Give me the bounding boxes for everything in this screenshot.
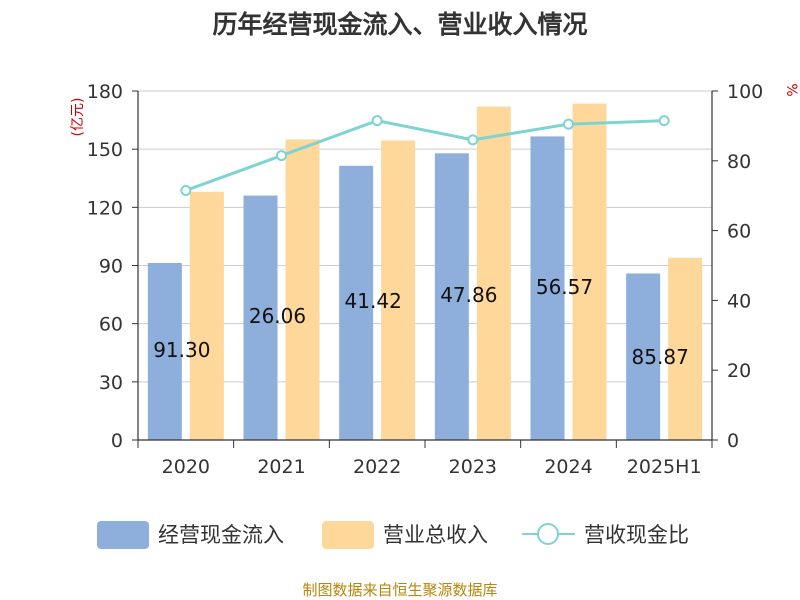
left-tick-label: 0 bbox=[111, 430, 123, 452]
right-tick-label: 80 bbox=[727, 151, 751, 173]
left-tick-label: 60 bbox=[99, 314, 123, 336]
ratio-line bbox=[180, 115, 670, 196]
bars bbox=[147, 103, 703, 441]
x-axis-ticks: 2020 2021 2022 2023 2024 2025H1 bbox=[137, 440, 713, 478]
bar-revenue bbox=[572, 103, 607, 440]
left-tick-label: 30 bbox=[99, 372, 123, 394]
bar-revenue bbox=[381, 140, 416, 441]
ratio-polyline bbox=[185, 119, 665, 192]
ratio-point bbox=[658, 115, 670, 127]
data-label: 41.42 bbox=[345, 289, 402, 313]
legend: 经营现金流入 营业总收入 营收现金比 bbox=[97, 521, 689, 549]
data-label: 26.06 bbox=[249, 304, 306, 328]
source-note: 制图数据来自恒生聚源数据库 bbox=[302, 581, 497, 599]
x-tick-label: 2021 bbox=[257, 456, 305, 478]
x-tick-label: 2020 bbox=[162, 456, 210, 478]
legend-marker-ratio bbox=[537, 523, 559, 545]
data-labels: 91.30 26.06 41.42 47.86 56.57 85.87 bbox=[153, 275, 689, 369]
right-tick-label: 0 bbox=[727, 430, 739, 452]
bar-revenue bbox=[189, 191, 224, 440]
legend-label-ratio: 营收现金比 bbox=[584, 523, 689, 547]
data-label: 85.87 bbox=[632, 345, 689, 369]
right-tick-label: 60 bbox=[727, 221, 751, 243]
bar-cash-inflow bbox=[626, 273, 661, 440]
left-axis-unit: (亿元) bbox=[70, 98, 86, 137]
x-tick-label: 2023 bbox=[449, 456, 497, 478]
x-tick-label: 2022 bbox=[353, 456, 401, 478]
bar-cash-inflow bbox=[339, 165, 374, 440]
data-label: 47.86 bbox=[440, 283, 497, 307]
right-axis-unit: % bbox=[783, 83, 799, 96]
data-label: 91.30 bbox=[153, 338, 210, 362]
right-tick-label: 40 bbox=[727, 290, 751, 312]
right-tick-label: 20 bbox=[727, 360, 751, 382]
right-axis-ticks: 0 20 40 60 80 100 bbox=[712, 81, 763, 452]
gridlines bbox=[138, 90, 712, 383]
left-tick-label: 150 bbox=[87, 139, 123, 161]
ratio-point bbox=[563, 118, 574, 130]
legend-label-cash-inflow: 经营现金流入 bbox=[158, 523, 284, 547]
ratio-point bbox=[371, 115, 383, 127]
ratio-point bbox=[276, 150, 287, 162]
ratio-point bbox=[180, 184, 192, 196]
ratio-point bbox=[467, 134, 479, 146]
right-tick-label: 100 bbox=[727, 81, 763, 103]
left-tick-label: 180 bbox=[87, 81, 123, 103]
chart-title: 历年经营现金流入、营业收入情况 bbox=[212, 10, 587, 39]
data-label: 56.57 bbox=[536, 275, 593, 299]
x-tick-label: 2025H1 bbox=[627, 456, 702, 478]
legend-label-revenue: 营业总收入 bbox=[383, 523, 488, 547]
left-tick-label: 90 bbox=[99, 256, 123, 278]
x-tick-label: 2024 bbox=[544, 456, 592, 478]
legend-swatch-revenue bbox=[322, 521, 374, 549]
bar-revenue bbox=[285, 139, 320, 440]
bar-cash-inflow bbox=[147, 262, 182, 440]
bar-cash-inflow bbox=[530, 136, 565, 440]
bar-cash-inflow bbox=[434, 153, 469, 440]
bar-revenue bbox=[476, 106, 511, 440]
left-tick-label: 120 bbox=[87, 197, 123, 219]
left-axis-ticks: 0 30 60 90 120 150 180 bbox=[87, 81, 138, 452]
bar-revenue bbox=[668, 257, 703, 440]
bar-cash-inflow bbox=[243, 195, 278, 440]
legend-swatch-cash-inflow bbox=[97, 521, 149, 549]
